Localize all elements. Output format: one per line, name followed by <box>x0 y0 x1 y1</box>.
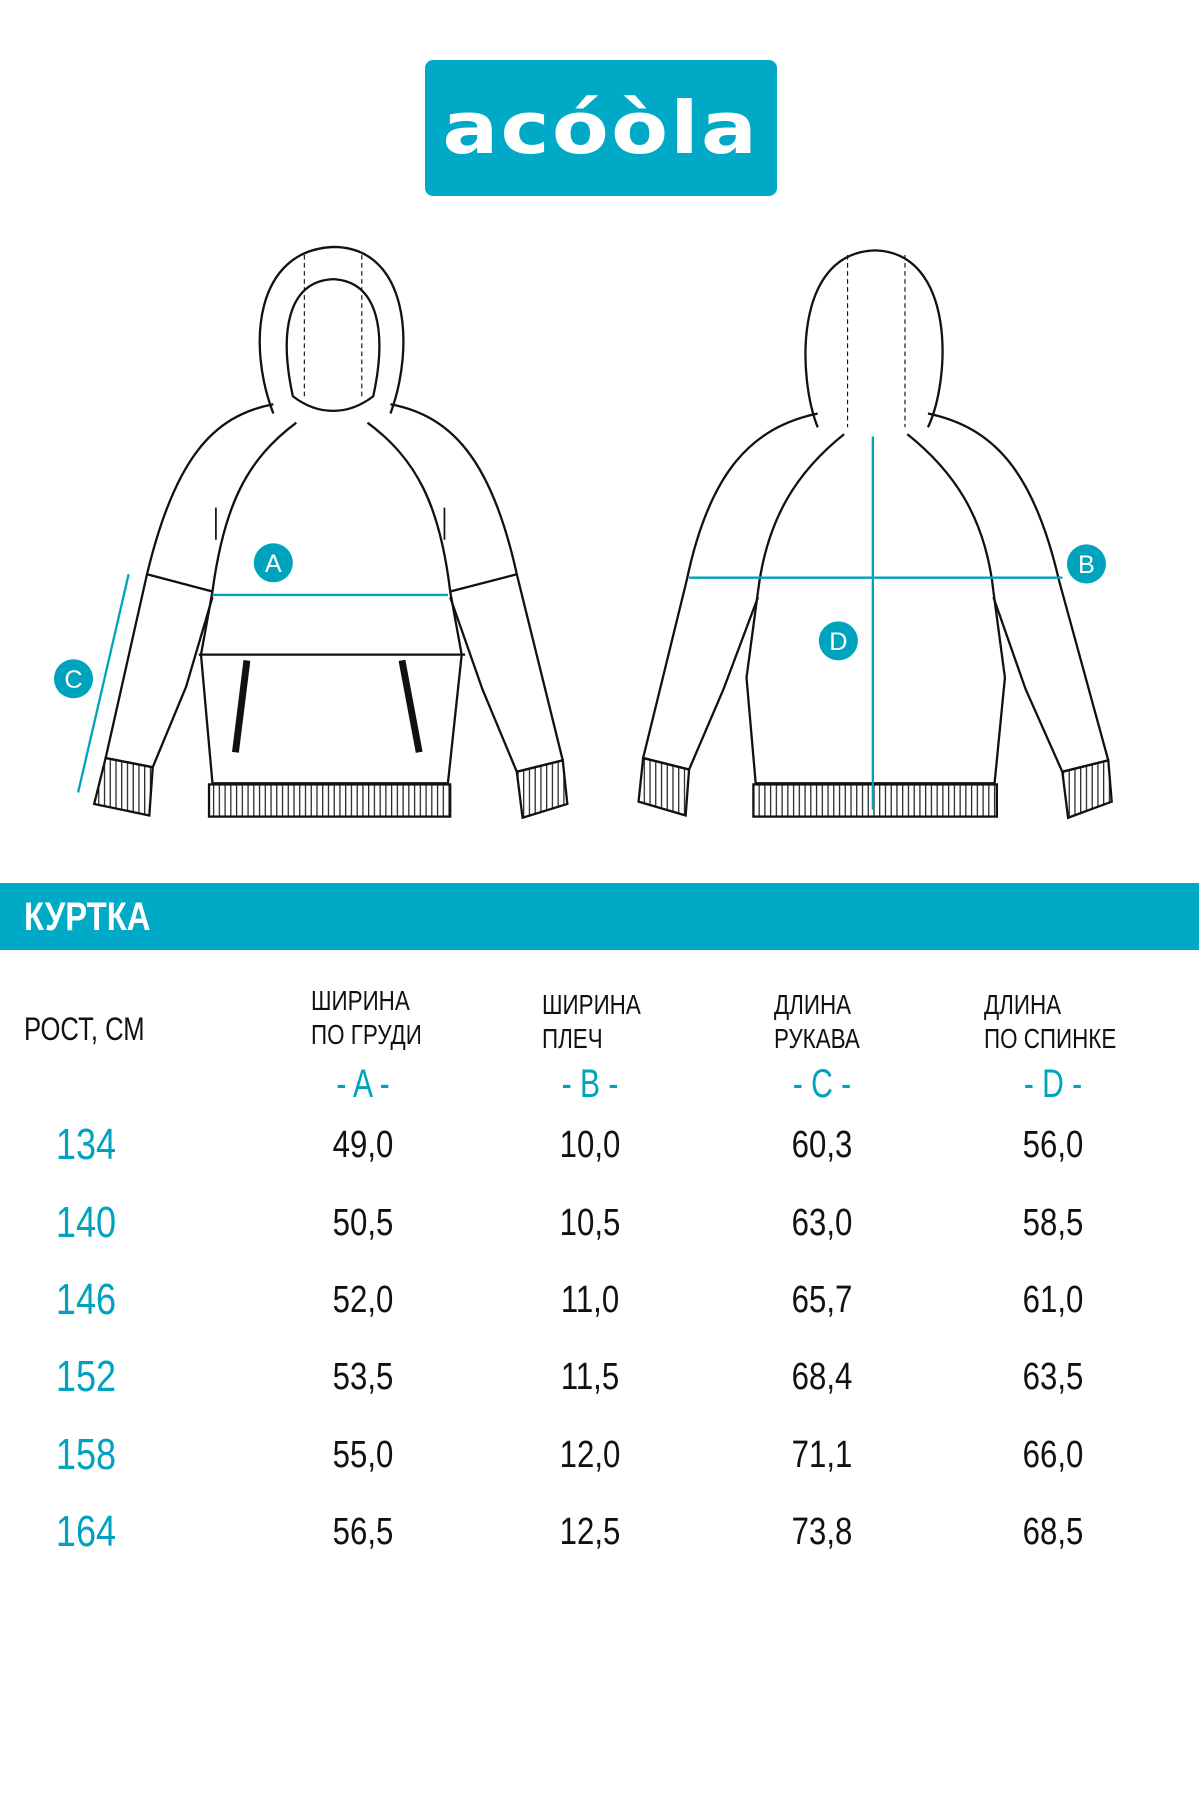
height-value: 164 <box>55 1507 117 1556</box>
measurement-cell: 71,1 <box>791 1434 853 1476</box>
measurement-cell: 68,4 <box>791 1356 853 1398</box>
label-b: B <box>1066 544 1106 584</box>
column-header-d: ДЛИНА ПО СПИНКЕ <box>984 989 1117 1054</box>
measurement-cell: 11,5 <box>560 1356 620 1398</box>
svg-text:C: C <box>64 666 82 694</box>
measurement-cell: 52,0 <box>332 1279 394 1321</box>
measurement-cell: 56,5 <box>332 1511 394 1553</box>
height-value: 158 <box>55 1430 117 1479</box>
measurement-cell: 73,8 <box>791 1511 853 1553</box>
label-c: C <box>53 659 94 699</box>
table-row: 134 49,0 10,0 60,3 56,0 <box>0 1120 1199 1180</box>
back-view <box>637 249 1113 820</box>
garment-diagram: A B C D <box>53 245 1113 820</box>
table-row: 158 55,0 12,0 71,1 66,0 <box>0 1430 1199 1490</box>
label-d: D <box>818 621 858 661</box>
section-banner: КУРТКА <box>0 883 1199 950</box>
measurement-cell: 58,5 <box>1022 1202 1084 1244</box>
measurement-cell: 63,0 <box>791 1202 853 1244</box>
svg-text:A: A <box>265 550 282 578</box>
height-value: 134 <box>55 1120 117 1169</box>
column-header-b: ШИРИНА ПЛЕЧ <box>542 989 641 1054</box>
measurement-cell: 11,0 <box>560 1279 620 1321</box>
measurement-cell: 60,3 <box>791 1124 853 1166</box>
measurement-cell: 65,7 <box>791 1279 853 1321</box>
svg-text:D: D <box>829 628 847 656</box>
column-letter-c: - C - <box>792 1062 852 1106</box>
svg-text:B: B <box>1078 551 1095 579</box>
measurement-lines <box>76 436 1063 810</box>
measurement-cell: 53,5 <box>332 1356 394 1398</box>
table-row: 140 50,5 10,5 63,0 58,5 <box>0 1198 1199 1258</box>
height-header: РОСТ, СМ <box>24 1011 145 1047</box>
measurement-cell: 55,0 <box>332 1434 394 1476</box>
brand-logo: acóòla <box>425 60 777 196</box>
front-view <box>92 245 569 820</box>
table-row: 164 56,5 12,5 73,8 68,5 <box>0 1507 1199 1567</box>
section-title: КУРТКА <box>24 895 151 939</box>
measurement-cell: 49,0 <box>332 1124 394 1166</box>
height-value: 146 <box>55 1275 117 1324</box>
measurement-cell: 68,5 <box>1022 1511 1084 1553</box>
measurement-cell: 66,0 <box>1022 1434 1084 1476</box>
measurement-cell: 56,0 <box>1022 1124 1084 1166</box>
column-letter-a: - A - <box>336 1062 390 1106</box>
measurement-cell: 63,5 <box>1022 1356 1084 1398</box>
column-letter-d: - D - <box>1023 1062 1083 1106</box>
measurement-cell: 12,0 <box>559 1434 621 1476</box>
column-letter-b: - B - <box>561 1062 619 1106</box>
height-value: 152 <box>55 1352 117 1401</box>
height-value: 140 <box>55 1198 117 1247</box>
table-row: 152 53,5 11,5 68,4 63,5 <box>0 1352 1199 1412</box>
measurement-cell: 10,0 <box>559 1124 621 1166</box>
measurement-cell: 12,5 <box>559 1511 621 1553</box>
logo-text: acóòla <box>442 86 760 170</box>
measurement-cell: 61,0 <box>1022 1279 1084 1321</box>
column-header-a: ШИРИНА ПО ГРУДИ <box>311 985 422 1050</box>
table-row: 146 52,0 11,0 65,7 61,0 <box>0 1275 1199 1335</box>
measurement-cell: 50,5 <box>332 1202 394 1244</box>
label-a: A <box>253 543 293 583</box>
column-header-c: ДЛИНА РУКАВА <box>774 989 860 1054</box>
measurement-cell: 10,5 <box>559 1202 621 1244</box>
